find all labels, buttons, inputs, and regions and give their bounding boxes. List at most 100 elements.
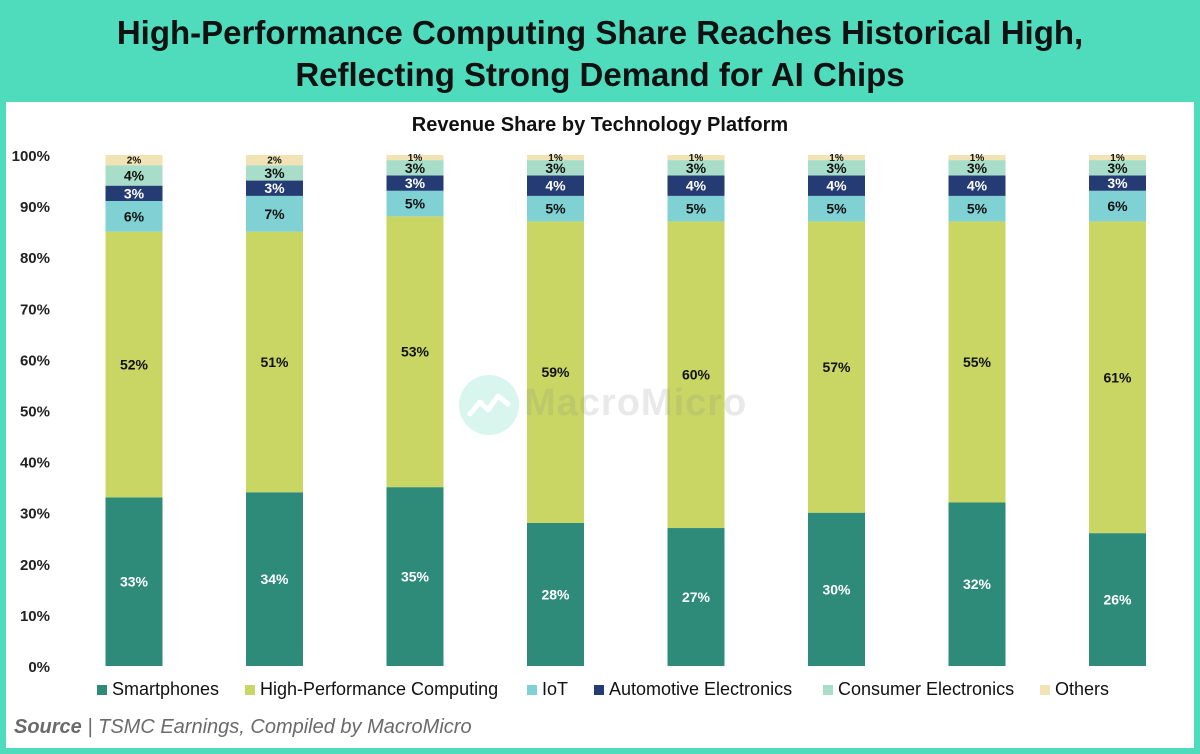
bar-segment bbox=[105, 497, 163, 666]
bar-segment bbox=[948, 195, 1006, 222]
bar-segment bbox=[808, 221, 865, 513]
bar-segment bbox=[105, 165, 163, 186]
data-label: 1% bbox=[408, 153, 423, 164]
bar-segment bbox=[527, 175, 584, 196]
bar-segment bbox=[667, 155, 725, 161]
bar-segment bbox=[386, 160, 444, 176]
data-label: 1% bbox=[829, 153, 844, 164]
y-tick-label: 10% bbox=[20, 608, 50, 625]
bar-segment bbox=[246, 195, 303, 232]
y-tick-label: 70% bbox=[20, 301, 50, 318]
source-line: Source | TSMC Earnings, Compiled by Macr… bbox=[14, 716, 472, 739]
source-label: Source bbox=[14, 716, 82, 738]
bar-segment bbox=[948, 175, 1006, 196]
bar-segment bbox=[948, 155, 1006, 161]
data-label: 57% bbox=[822, 359, 851, 375]
legend-swatch bbox=[594, 685, 604, 695]
data-label: 1% bbox=[1110, 153, 1125, 164]
legend-swatch bbox=[527, 685, 537, 695]
y-tick-label: 20% bbox=[20, 557, 50, 574]
data-label: 3% bbox=[1107, 160, 1128, 176]
bar-segment bbox=[1089, 533, 1146, 666]
bar-segment bbox=[948, 221, 1006, 503]
data-label: 33% bbox=[120, 574, 149, 590]
legend-label: IoT bbox=[542, 679, 568, 699]
bar-segment bbox=[808, 175, 865, 196]
data-label: 3% bbox=[264, 165, 285, 181]
bar-segment bbox=[386, 487, 444, 666]
bar-segment bbox=[246, 155, 303, 166]
data-label: 3% bbox=[264, 180, 285, 196]
bar-segment bbox=[667, 160, 725, 176]
bar-segment bbox=[1089, 190, 1146, 222]
chart-headline-line-2: Reflecting Strong Demand for AI Chips bbox=[295, 56, 905, 93]
data-label: 4% bbox=[124, 167, 145, 183]
data-label: 28% bbox=[541, 586, 570, 602]
y-tick-label: 50% bbox=[20, 404, 50, 421]
bar-segment bbox=[1089, 175, 1146, 191]
data-label: 3% bbox=[124, 185, 145, 201]
bar-segment bbox=[808, 512, 865, 666]
data-label: 5% bbox=[405, 196, 426, 212]
bar-segment bbox=[808, 155, 865, 161]
bar-segment bbox=[105, 185, 163, 201]
data-label: 2% bbox=[267, 156, 282, 167]
bar-segment bbox=[1089, 155, 1146, 161]
y-tick-label: 100% bbox=[12, 148, 50, 165]
data-label: 6% bbox=[1107, 198, 1128, 214]
bar-segment bbox=[527, 195, 584, 222]
bar-segment bbox=[948, 502, 1006, 666]
bar-segment bbox=[808, 160, 865, 176]
chart-area: Revenue Share by Technology Platform 0% 10… bbox=[0, 102, 1200, 712]
data-label: 59% bbox=[541, 364, 570, 380]
legend-label: Others bbox=[1055, 679, 1109, 699]
bar-segment bbox=[105, 231, 163, 498]
legend-swatch bbox=[823, 685, 833, 695]
stacked-bar-chart: Revenue Share by Technology Platform 0% 10… bbox=[12, 114, 1146, 699]
y-tick-label: 60% bbox=[20, 352, 50, 369]
bar-segment bbox=[527, 522, 584, 666]
source-separator: | bbox=[81, 716, 99, 738]
bar-segment bbox=[667, 221, 725, 529]
bar-segment bbox=[948, 160, 1006, 176]
y-tick-label: 0% bbox=[28, 659, 50, 676]
data-label: 3% bbox=[405, 175, 426, 191]
data-label: 5% bbox=[545, 201, 566, 217]
bar-segment bbox=[808, 195, 865, 222]
data-label: 3% bbox=[967, 160, 988, 176]
data-label: 51% bbox=[260, 354, 289, 370]
bar-segment bbox=[667, 528, 725, 666]
bar-segment bbox=[1089, 160, 1146, 176]
bar-segment bbox=[527, 221, 584, 523]
legend-swatch bbox=[97, 685, 107, 695]
data-label: 4% bbox=[967, 178, 988, 194]
y-tick-label: 90% bbox=[20, 199, 50, 216]
data-label: 5% bbox=[686, 201, 707, 217]
bar-segment bbox=[386, 155, 444, 161]
data-label: 32% bbox=[963, 576, 992, 592]
data-label: 61% bbox=[1103, 369, 1132, 385]
title-banner: High-Performance Computing Share Reaches… bbox=[0, 0, 1200, 102]
data-label: 3% bbox=[545, 160, 566, 176]
data-label: 1% bbox=[970, 153, 985, 164]
source-text: TSMC Earnings, Compiled by MacroMicro bbox=[98, 716, 472, 738]
y-tick-label: 80% bbox=[20, 250, 50, 267]
bar-segment bbox=[246, 492, 303, 666]
data-label: 53% bbox=[401, 344, 430, 360]
data-label: 3% bbox=[686, 160, 707, 176]
legend-label: Automotive Electronics bbox=[609, 679, 792, 699]
data-label: 52% bbox=[120, 357, 149, 373]
bar-segment bbox=[246, 231, 303, 493]
bar-segment bbox=[386, 175, 444, 191]
chart-headline-line-1: High-Performance Computing Share Reaches… bbox=[116, 14, 1084, 51]
data-label: 4% bbox=[545, 178, 566, 194]
data-label: 4% bbox=[686, 178, 707, 194]
data-label: 4% bbox=[826, 178, 847, 194]
data-label: 3% bbox=[826, 160, 847, 176]
bar-segment bbox=[246, 165, 303, 181]
data-label: 7% bbox=[264, 206, 285, 222]
bar-segment bbox=[246, 180, 303, 196]
bar-segment bbox=[386, 190, 444, 217]
data-label: 5% bbox=[826, 201, 847, 217]
y-tick-label: 40% bbox=[20, 455, 50, 472]
